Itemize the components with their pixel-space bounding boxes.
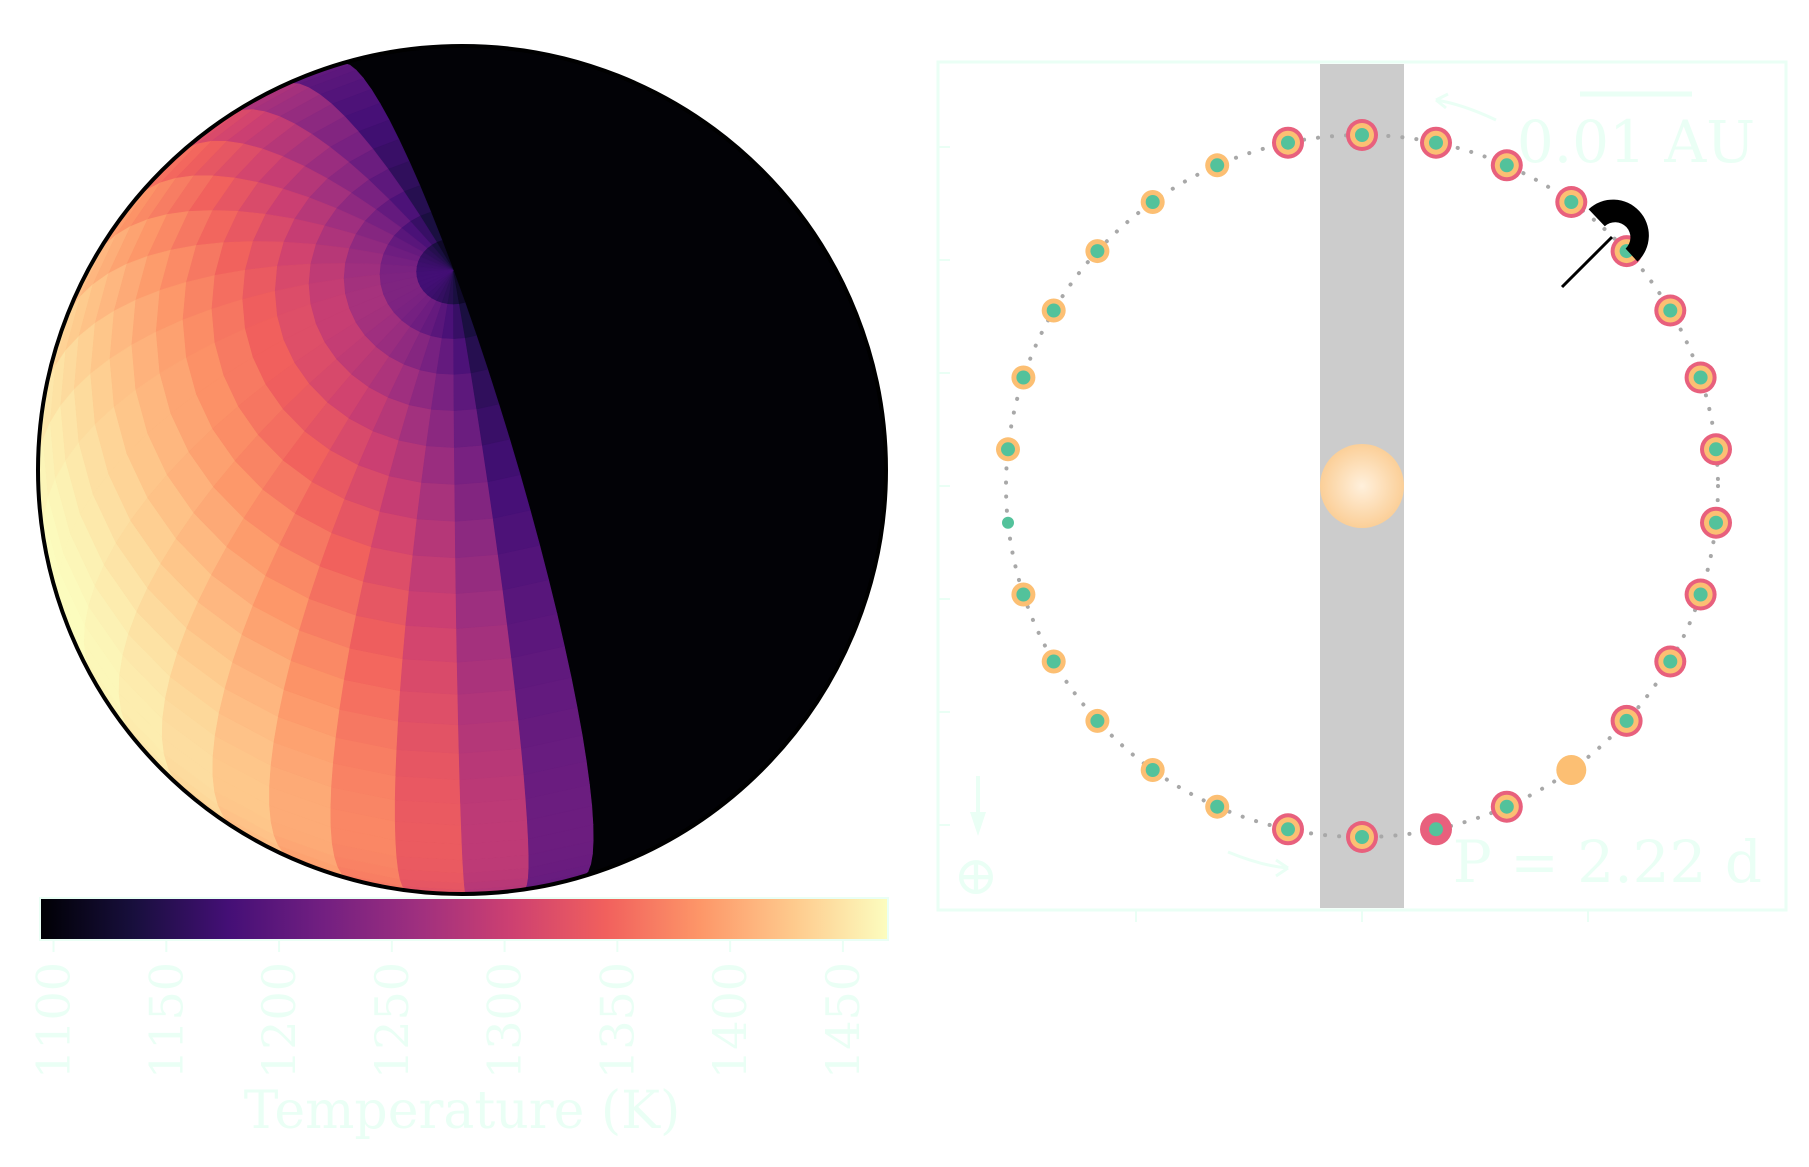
scale-label: 0.01 AU <box>1517 108 1755 176</box>
colorbar: 1100 1150 1200 1250 1300 1350 1400 1450 Tempera… <box>27 897 889 1141</box>
colorbar-tick-label: 1300 <box>478 962 532 1079</box>
orbit-point <box>1085 708 1110 733</box>
orbit-direction-arrow-top <box>1435 92 1497 122</box>
scale-bar: 0.01 AU <box>1517 91 1755 176</box>
colorbar-tick-label: 1250 <box>365 962 419 1079</box>
orbit-point <box>1346 821 1378 853</box>
colorbar-label: Temperature (K) <box>244 1081 681 1141</box>
colorbar-tick-label: 1400 <box>703 962 757 1079</box>
orbit-axis-ticks <box>938 146 1589 922</box>
orbit-point <box>1140 758 1165 782</box>
observer-arrow-head <box>970 812 986 836</box>
colorbar-tick-label: 1350 <box>590 962 644 1079</box>
colorbar-ticks: 1100 1150 1200 1250 1300 1350 1400 1450 <box>27 940 870 1079</box>
orbit-point <box>1610 704 1643 737</box>
orbit-point <box>1041 298 1066 323</box>
colorbar-tick-label: 1450 <box>816 962 870 1079</box>
globe-surface <box>38 46 886 894</box>
orbit-point <box>1700 506 1732 539</box>
temperature-globe <box>36 44 888 896</box>
orbit-point <box>1490 790 1523 823</box>
orbit-point <box>1654 294 1687 327</box>
host-star <box>1320 444 1404 528</box>
orbit-point <box>1272 813 1304 846</box>
orbit-direction-arrow-bottom <box>1227 850 1289 878</box>
orbit-point <box>1684 361 1717 394</box>
orbit-point <box>1420 813 1452 846</box>
orbit-point <box>1085 239 1110 264</box>
orbit-point <box>1420 126 1452 159</box>
phase-wedge <box>1588 199 1649 262</box>
globe-outline <box>36 44 888 896</box>
earth-symbol: ⊕ <box>953 844 998 907</box>
orbit-point <box>1011 365 1036 390</box>
orbit-diagram: 0.01 AU ⊕ P = 2.22 d <box>936 60 1788 922</box>
orbit-point <box>1272 126 1304 159</box>
orbit-point <box>1684 578 1717 611</box>
phase-line <box>1560 235 1614 289</box>
orbit-point <box>1002 516 1014 529</box>
phase-indicator <box>1560 199 1649 289</box>
orbit-point <box>996 437 1020 462</box>
orbit-point <box>1654 645 1687 678</box>
orbit-point <box>1140 190 1165 214</box>
colorbar-tick-label: 1200 <box>252 962 306 1079</box>
orbit-point <box>1556 755 1587 785</box>
orbit-point <box>1490 149 1523 182</box>
orbit-point <box>1041 649 1066 674</box>
orbit-point <box>1205 794 1230 819</box>
period-label: P = 2.22 d <box>1453 828 1762 896</box>
orbit-points <box>996 119 1732 853</box>
colorbar-tick-label: 1150 <box>139 962 193 1079</box>
colorbar-tick-label: 1100 <box>27 962 81 1079</box>
orbit-point <box>1205 153 1230 178</box>
colorbar-bar <box>39 897 889 941</box>
observer-marker: ⊕ <box>953 776 999 907</box>
orbit-point <box>1346 119 1378 151</box>
orbit-point <box>1555 186 1588 218</box>
orbit-point <box>1011 582 1036 607</box>
orbit-point <box>1700 433 1732 466</box>
